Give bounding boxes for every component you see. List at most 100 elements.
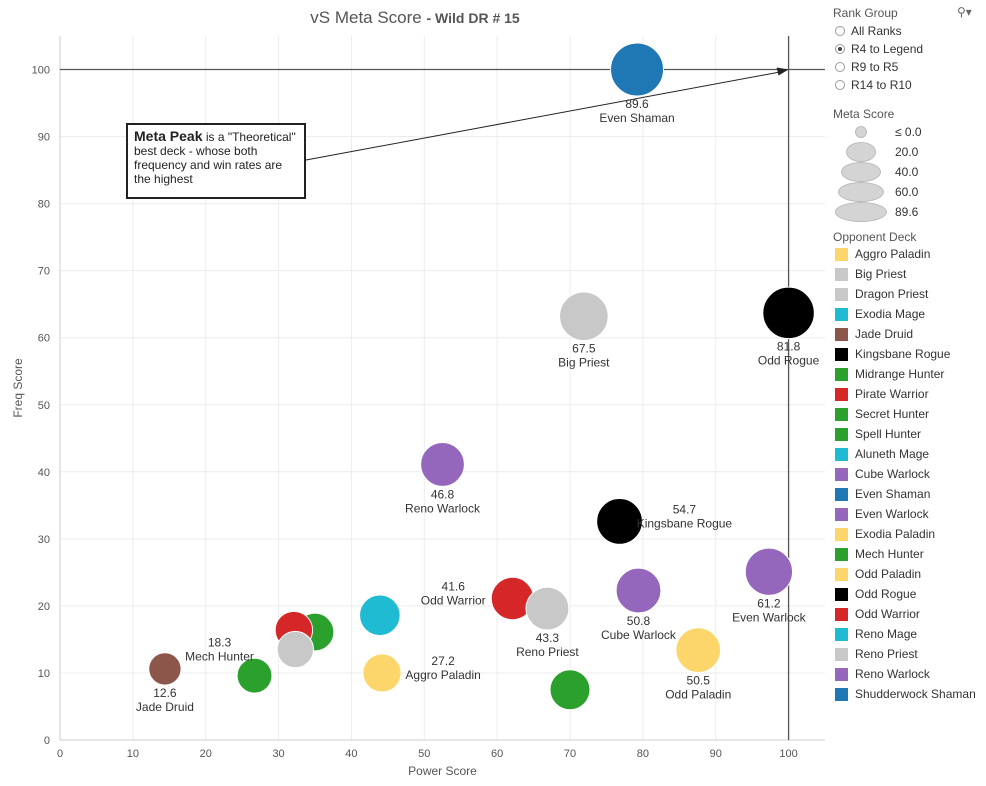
color-swatch [835, 247, 848, 261]
y-tick-label: 0 [44, 735, 50, 747]
search-icon[interactable]: ⚲▾ [957, 5, 972, 19]
bubble-even-warlock [744, 547, 794, 596]
deck-legend-item[interactable]: Odd Paladin [835, 565, 921, 583]
rank-option-label: All Ranks [851, 24, 902, 38]
deck-legend-item[interactable]: Even Warlock [835, 505, 929, 523]
bubble-deck-label: Mech Hunter [185, 650, 254, 664]
deck-legend-item[interactable]: Odd Warrior [835, 605, 920, 623]
x-tick-label: 40 [345, 748, 357, 760]
color-swatch [835, 387, 848, 401]
deck-legend-label: Dragon Priest [855, 287, 929, 301]
deck-legend-label: Odd Warrior [855, 607, 920, 621]
scatter-plot[interactable]: 0 10 20 30 40 50 60 70 80 90 100 0 10 20 30 40 50 60 70 80 9… [0, 0, 830, 786]
meta-peak-annotation: Meta Peak is a "Theoretical" best deck -… [126, 123, 306, 199]
color-swatch [835, 587, 848, 601]
bubble-deck-label: Odd Rogue [758, 354, 820, 368]
size-legend-label: 89.6 [895, 205, 919, 219]
bubble-kingsbane-rogue [596, 498, 643, 545]
deck-legend-item[interactable]: Reno Mage [835, 625, 917, 643]
x-tick-label: 60 [491, 748, 503, 760]
deck-legend-item[interactable]: Cube Warlock [835, 465, 930, 483]
color-swatch [835, 467, 848, 481]
color-swatch [835, 267, 848, 281]
deck-legend-item[interactable]: Mech Hunter [835, 545, 924, 563]
chart-area: vS Meta Score - Wild DR # 15 0 10 20 30 40 50… [0, 0, 830, 786]
deck-legend-item[interactable]: Exodia Mage [835, 305, 925, 323]
size-legend-item: 89.6 [833, 202, 983, 222]
radio-button[interactable] [835, 26, 845, 36]
deck-legend-item[interactable]: Aluneth Mage [835, 445, 929, 463]
deck-legend-item[interactable]: Jade Druid [835, 325, 913, 343]
deck-legend-item[interactable]: Big Priest [835, 265, 906, 283]
x-tick-label: 20 [200, 748, 212, 760]
bubble-big-priest [559, 291, 609, 342]
bubble-value-label: 18.3 [208, 636, 232, 650]
meta-score-title: Meta Score [833, 107, 895, 121]
annotation-arrow-head [776, 67, 789, 76]
size-legend-circle [835, 202, 887, 222]
deck-legend-label: Reno Priest [855, 647, 918, 661]
color-swatch [835, 307, 848, 321]
deck-legend-item[interactable]: Dragon Priest [835, 285, 928, 303]
bubble-odd-rogue [762, 286, 815, 340]
size-legend-label: 40.0 [895, 165, 919, 179]
deck-legend-label: Exodia Paladin [855, 527, 936, 541]
y-tick-label: 90 [38, 132, 50, 144]
bubble-reno-warlock [420, 442, 465, 487]
deck-legend-item[interactable]: Secret Hunter [835, 405, 929, 423]
deck-legend-item[interactable]: Spell Hunter [835, 425, 921, 443]
deck-legend-label: Aggro Paladin [855, 247, 931, 261]
color-swatch [835, 327, 848, 341]
bubble-value-label: 27.2 [431, 654, 455, 668]
bubble-deck-label: Odd Paladin [665, 688, 731, 702]
deck-legend-item[interactable]: Even Shaman [835, 485, 930, 503]
deck-legend-item[interactable]: Shudderwock Shaman [835, 685, 976, 703]
bubble-aggro-paladin [362, 653, 402, 693]
bubble-deck-label: Aggro Paladin [405, 668, 480, 682]
y-tick-label: 30 [38, 534, 50, 546]
x-tick-label: 100 [779, 748, 797, 760]
deck-legend-label: Big Priest [855, 267, 907, 281]
deck-legend-label: Kingsbane Rogue [855, 347, 951, 361]
size-legend-label: ≤ 0.0 [895, 125, 922, 139]
deck-legend-item[interactable]: Pirate Warrior [835, 385, 929, 403]
bubble-value-label: 50.5 [687, 674, 711, 688]
size-legend-circle [855, 126, 867, 138]
bubble-deck-label: Jade Druid [136, 700, 194, 714]
color-swatch [835, 687, 848, 701]
radio-button[interactable] [835, 62, 845, 72]
radio-button[interactable] [835, 44, 845, 54]
rank-option-label: R14 to R10 [851, 78, 912, 92]
deck-legend-item[interactable]: Aggro Paladin [835, 245, 930, 263]
bubble-value-label: 89.6 [625, 97, 649, 111]
rank-option[interactable]: R9 to R5 [835, 58, 898, 76]
bubble-deck-label: Cube Warlock [601, 628, 677, 642]
bubble-deck-label: Odd Warrior [421, 594, 486, 608]
y-tick-label: 20 [38, 601, 50, 613]
color-swatch [835, 367, 848, 381]
deck-legend-item[interactable]: Exodia Paladin [835, 525, 935, 543]
deck-legend-item[interactable]: Reno Warlock [835, 665, 930, 683]
rank-option[interactable]: All Ranks [835, 22, 902, 40]
deck-legend-item[interactable]: Reno Priest [835, 645, 918, 663]
color-swatch [835, 547, 848, 561]
color-swatch [835, 647, 848, 661]
deck-legend-item[interactable]: Odd Rogue [835, 585, 916, 603]
x-tick-label: 50 [418, 748, 430, 760]
bubble-value-label: 50.8 [627, 614, 651, 628]
bubble-odd-paladin [675, 627, 722, 674]
color-swatch [835, 407, 848, 421]
color-swatch [835, 447, 848, 461]
radio-button[interactable] [835, 80, 845, 90]
deck-legend-label: Midrange Hunter [855, 367, 945, 381]
deck-legend-label: Jade Druid [855, 327, 914, 341]
bubble-value-label: 41.6 [442, 580, 466, 594]
deck-legend-item[interactable]: Kingsbane Rogue [835, 345, 950, 363]
x-tick-label: 0 [57, 748, 63, 760]
deck-legend-label: Secret Hunter [855, 407, 930, 421]
deck-legend-item[interactable]: Midrange Hunter [835, 365, 944, 383]
color-swatch [835, 667, 848, 681]
rank-option[interactable]: R14 to R10 [835, 76, 912, 94]
size-legend-item: 20.0 [833, 142, 983, 162]
rank-option[interactable]: R4 to Legend [835, 40, 923, 58]
